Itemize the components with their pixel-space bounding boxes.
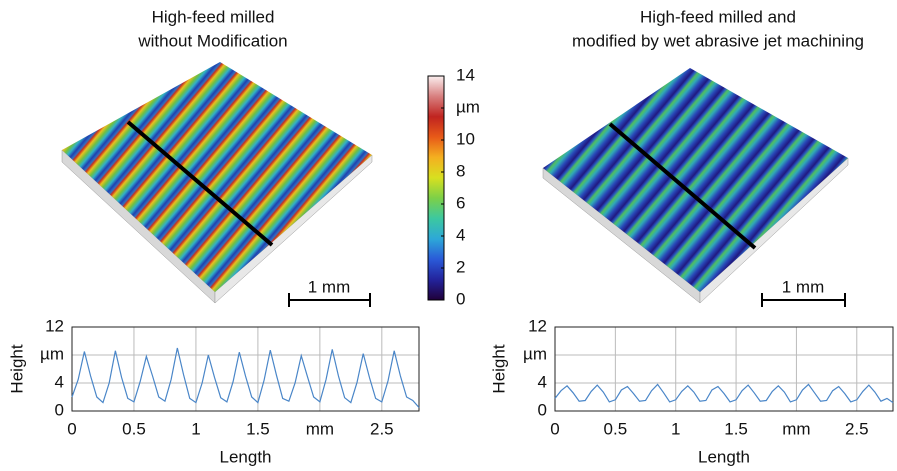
colorbar-tick-label: 2	[456, 257, 465, 276]
plot-frame	[554, 326, 894, 412]
plot-frame	[71, 326, 420, 412]
surface-side	[699, 157, 849, 304]
x-tick-label: 0	[67, 419, 76, 438]
x-tick-label: mm	[782, 419, 810, 438]
colorbar-tick-label: 8	[456, 161, 465, 180]
colorbar-tick-label: 0	[456, 289, 465, 308]
x-tick-label: mm	[306, 419, 334, 438]
y-tick-label: 4	[538, 372, 547, 391]
y-tick-label: µm	[40, 344, 64, 363]
y-axis-label: Height	[7, 344, 26, 393]
surface-right	[542, 68, 849, 304]
colorbar-tick-label: 6	[456, 193, 465, 212]
x-tick-label: 2.5	[370, 419, 394, 438]
scale-bar	[761, 293, 846, 307]
y-tick-label: 12	[45, 316, 64, 335]
colorbar-tick-label: 14	[456, 65, 475, 84]
x-tick-label: 2.5	[845, 419, 869, 438]
surface-left	[61, 62, 373, 304]
x-tick-label: 1.5	[724, 419, 748, 438]
surface-top	[62, 62, 372, 292]
scale-bar-label: 1 mm	[782, 277, 825, 296]
scale-bar	[288, 293, 371, 307]
y-tick-label: 4	[55, 372, 64, 391]
colorbar-tick-label: 10	[456, 129, 475, 148]
colorbar-tick-label: 4	[456, 225, 465, 244]
x-tick-label: 0.5	[604, 419, 628, 438]
x-axis-label: Length	[698, 447, 750, 466]
x-tick-label: 1	[191, 419, 200, 438]
y-tick-label: 12	[528, 316, 547, 335]
profile-line	[126, 120, 274, 247]
x-tick-label: 0	[550, 419, 559, 438]
y-tick-label: 0	[538, 400, 547, 419]
plot-area	[72, 327, 419, 411]
x-axis-label: Length	[220, 447, 272, 466]
profile-line	[608, 122, 757, 250]
colorbar-tick-label: µm	[456, 97, 480, 116]
surface-top	[543, 68, 848, 292]
y-tick-label: µm	[523, 344, 547, 363]
scale-bar-label: 1 mm	[308, 277, 351, 296]
plot-area	[555, 327, 893, 411]
panel-title: without Modification	[137, 31, 287, 50]
profile-line	[71, 347, 420, 408]
colorbar	[427, 75, 445, 301]
panel-title: High-feed milled and	[640, 7, 796, 26]
x-tick-label: 1	[671, 419, 680, 438]
x-tick-label: 1.5	[246, 419, 270, 438]
panel-title: modified by wet abrasive jet machining	[572, 31, 864, 50]
x-tick-label: 0.5	[122, 419, 146, 438]
panel-title: High-feed milled	[152, 7, 275, 26]
y-tick-label: 0	[55, 400, 64, 419]
profile-line	[554, 383, 894, 404]
y-axis-label: Height	[489, 344, 508, 393]
